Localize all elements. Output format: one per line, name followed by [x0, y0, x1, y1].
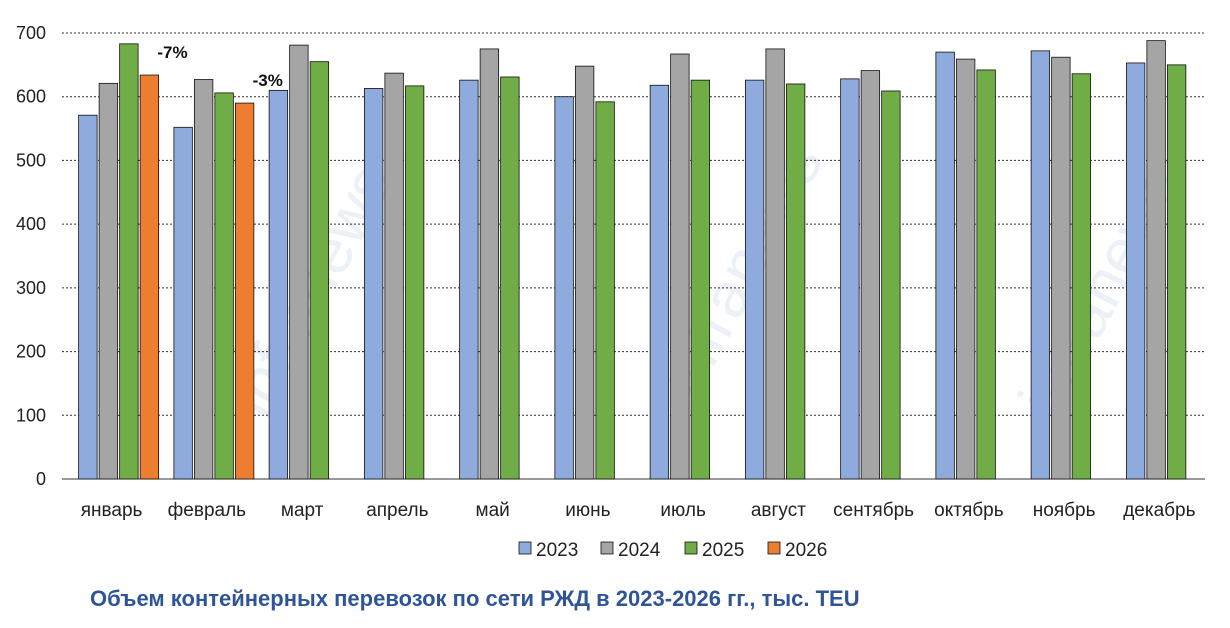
bar-2025-1 [119, 43, 139, 480]
bar-2023-7 [649, 84, 670, 480]
y-tick-label: 0 [36, 469, 46, 489]
bar-2024-1 [98, 82, 119, 480]
legend: 2023 2024 2025 2026 [518, 540, 827, 561]
bar-2024-6 [574, 65, 595, 480]
x-category-label: март [281, 500, 324, 521]
bar-2024-8 [765, 48, 785, 480]
bar-2023-5 [459, 79, 479, 480]
y-tick-label: 100 [16, 405, 46, 425]
bar-2023-10 [935, 51, 955, 480]
bar-2026-1 [139, 74, 160, 480]
bar-2023-11 [1030, 50, 1051, 480]
x-category-label: июль [660, 500, 706, 521]
legend-label: 2025 [702, 540, 744, 561]
y-axis-ticks: 0 100 200 300 400 500 600 700 [16, 23, 46, 489]
bar-2023-8 [744, 79, 765, 480]
x-category-label: январь [81, 500, 143, 521]
bar-2025-4 [404, 85, 425, 480]
bar-2023-2 [173, 126, 193, 480]
x-category-label: сентябрь [833, 500, 914, 521]
bar-2025-9 [881, 90, 901, 480]
bar-2025-12 [1166, 64, 1187, 480]
y-tick-label: 700 [16, 23, 46, 43]
legend-swatch-2024 [600, 541, 614, 555]
x-category-label: июнь [565, 500, 610, 521]
bar-2025-6 [595, 101, 615, 480]
legend-swatch-2023 [518, 541, 532, 555]
bar-2025-5 [500, 76, 520, 480]
bar-2025-10 [976, 69, 996, 480]
bar-2024-3 [289, 44, 309, 480]
legend-label: 2023 [536, 540, 578, 561]
bar-2023-9 [840, 78, 860, 480]
y-tick-label: 500 [16, 150, 46, 170]
y-tick-label: 600 [16, 87, 46, 107]
bar-2023-4 [363, 88, 384, 480]
y-tick-label: 200 [16, 342, 46, 362]
x-category-label: ноябрь [1033, 500, 1096, 521]
bar-2026-2 [234, 102, 255, 480]
bar-2024-7 [670, 53, 690, 480]
bar-2023-3 [268, 89, 289, 480]
x-category-label: апрель [366, 500, 428, 521]
bar-2024-9 [860, 70, 881, 480]
bar-2024-12 [1146, 40, 1166, 480]
bar-2024-10 [955, 58, 976, 480]
chart-caption: Объем контейнерных перевозок по сети РЖД… [90, 586, 860, 611]
annotation-label: -3% [253, 71, 283, 90]
bar-2025-8 [785, 83, 806, 480]
bar-2023-6 [554, 96, 574, 480]
x-category-label: декабрь [1123, 500, 1195, 521]
x-axis-categories: январь февраль март апрель май июнь июль август… [81, 500, 1196, 521]
legend-label: 2024 [618, 540, 661, 561]
bar-2025-3 [309, 61, 330, 480]
bar-2024-5 [479, 48, 500, 480]
bar-2024-11 [1051, 56, 1071, 480]
annotation-label: -7% [157, 43, 187, 62]
bar-2025-2 [214, 92, 234, 480]
x-category-label: май [476, 500, 510, 521]
bars [78, 40, 1187, 480]
bar-2025-11 [1071, 73, 1092, 480]
y-tick-label: 300 [16, 278, 46, 298]
bar-2024-2 [193, 79, 214, 480]
legend-swatch-2025 [684, 541, 698, 555]
bar-2024-4 [384, 72, 404, 480]
x-category-label: август [751, 500, 806, 521]
annotations: -7% -3% [157, 43, 282, 90]
gridlines [62, 32, 1205, 480]
y-tick-label: 400 [16, 214, 46, 234]
bar-2023-1 [78, 114, 98, 480]
legend-label: 2026 [785, 540, 827, 561]
bar-2025-7 [690, 79, 711, 480]
x-category-label: февраль [168, 500, 247, 521]
x-category-label: октябрь [934, 500, 1004, 521]
bar-2023-12 [1125, 62, 1146, 480]
legend-swatch-2026 [767, 541, 781, 555]
